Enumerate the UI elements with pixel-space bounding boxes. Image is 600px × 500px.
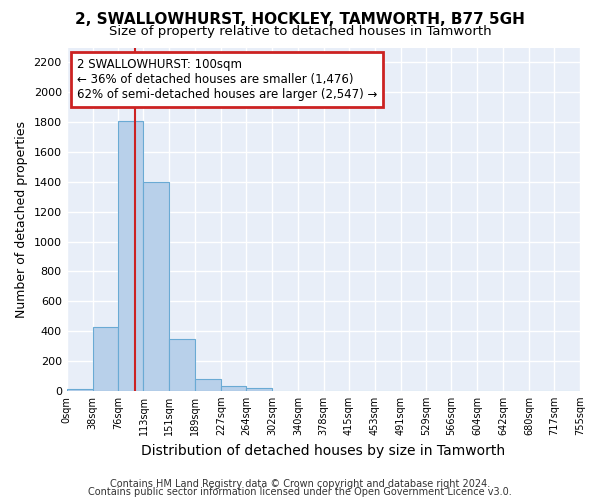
Bar [143, 182, 169, 391]
Y-axis label: Number of detached properties: Number of detached properties [15, 120, 28, 318]
Text: Size of property relative to detached houses in Tamworth: Size of property relative to detached ho… [109, 25, 491, 38]
Text: Contains public sector information licensed under the Open Government Licence v3: Contains public sector information licen… [88, 487, 512, 497]
Bar [195, 379, 221, 391]
Bar [67, 388, 92, 391]
Bar [92, 326, 118, 391]
X-axis label: Distribution of detached houses by size in Tamworth: Distribution of detached houses by size … [141, 444, 505, 458]
Text: Contains HM Land Registry data © Crown copyright and database right 2024.: Contains HM Land Registry data © Crown c… [110, 479, 490, 489]
Bar [221, 386, 246, 391]
Text: 2, SWALLOWHURST, HOCKLEY, TAMWORTH, B77 5GH: 2, SWALLOWHURST, HOCKLEY, TAMWORTH, B77 … [75, 12, 525, 28]
Bar [169, 338, 195, 391]
Text: 2 SWALLOWHURST: 100sqm
← 36% of detached houses are smaller (1,476)
62% of semi-: 2 SWALLOWHURST: 100sqm ← 36% of detached… [77, 58, 377, 101]
Bar [246, 388, 272, 391]
Bar [118, 120, 143, 391]
